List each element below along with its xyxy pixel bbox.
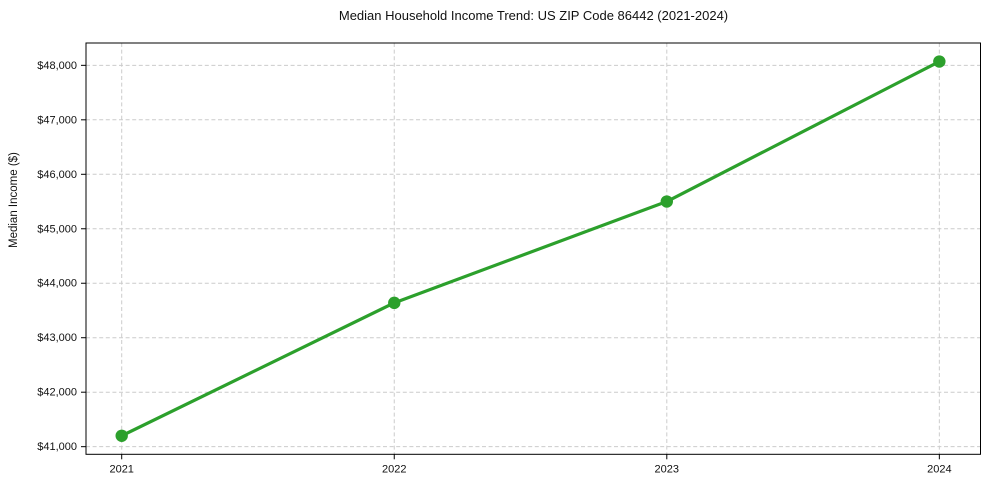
trend-line [120,59,941,438]
data-point-marker [388,296,401,310]
y-tick-label: $41,000 [37,441,77,453]
y-tick-label: $43,000 [37,332,77,344]
axes-spines [85,42,981,455]
y-tick-label: $46,000 [37,169,77,181]
y-tick-label: $42,000 [37,387,77,399]
x-tick-label: 2024 [927,463,951,475]
y-tick-label: $48,000 [37,60,77,72]
chart-title: Median Household Income Trend: US ZIP Co… [338,8,729,23]
data-point-marker [660,195,673,208]
x-tick-label: 2021 [109,463,133,475]
x-tick-label: 2023 [655,463,679,475]
data-point-marker [933,55,946,68]
y-tick-label: $44,000 [37,278,77,290]
data-point-marker [115,429,128,442]
y-tick-label: $47,000 [37,114,77,126]
x-tick-label: 2022 [382,463,406,475]
y-tick-label: $45,000 [37,223,77,235]
